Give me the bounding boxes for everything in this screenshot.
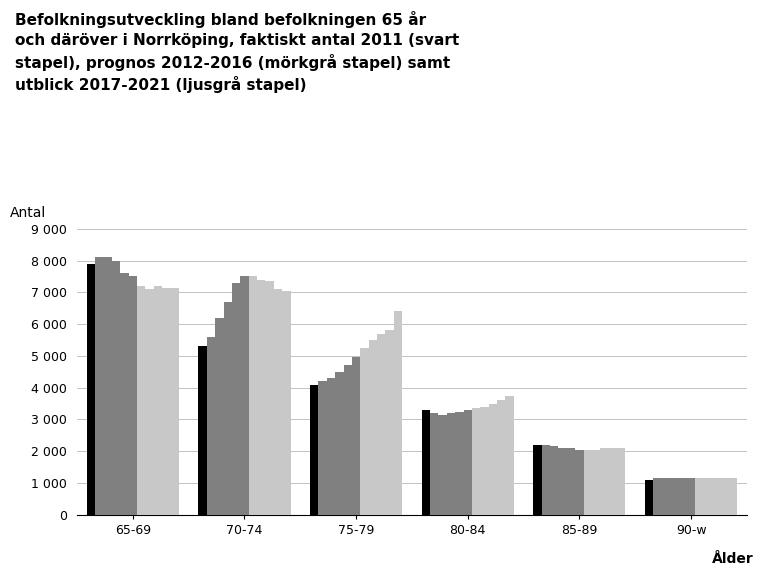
Bar [654, 478, 661, 515]
Bar [137, 286, 146, 515]
Bar [505, 396, 514, 515]
Bar [154, 286, 162, 515]
Text: Antal: Antal [10, 206, 46, 220]
Bar [249, 276, 257, 515]
Bar [464, 410, 472, 515]
Bar [592, 450, 601, 515]
Text: Befolkningsutveckling bland befolkningen 65 år
och däröver i Norrköping, faktisk: Befolkningsutveckling bland befolkningen… [15, 11, 460, 93]
Bar [393, 311, 402, 515]
Bar [678, 478, 687, 515]
Bar [335, 372, 343, 515]
Bar [282, 291, 290, 515]
Text: Ålder: Ålder [711, 552, 754, 566]
Bar [670, 478, 678, 515]
Bar [215, 318, 223, 515]
Bar [558, 448, 567, 515]
Bar [310, 384, 319, 515]
Bar [609, 448, 617, 515]
Bar [386, 331, 393, 515]
Bar [687, 478, 695, 515]
Bar [438, 415, 447, 515]
Bar [170, 288, 179, 515]
Bar [257, 280, 266, 515]
Bar [87, 264, 95, 515]
Bar [223, 302, 232, 515]
Bar [704, 478, 712, 515]
Bar [542, 445, 550, 515]
Bar [199, 347, 207, 515]
Bar [550, 447, 558, 515]
Bar [661, 478, 670, 515]
Bar [146, 289, 154, 515]
Bar [369, 340, 377, 515]
Bar [120, 273, 129, 515]
Bar [584, 450, 592, 515]
Bar [489, 404, 497, 515]
Bar [207, 337, 215, 515]
Bar [575, 450, 584, 515]
Bar [103, 257, 112, 515]
Bar [240, 276, 249, 515]
Bar [728, 478, 737, 515]
Bar [95, 257, 103, 515]
Bar [232, 283, 240, 515]
Bar [377, 333, 386, 515]
Bar [266, 281, 274, 515]
Bar [497, 400, 505, 515]
Bar [274, 289, 282, 515]
Bar [422, 410, 430, 515]
Bar [430, 413, 438, 515]
Bar [472, 408, 480, 515]
Bar [352, 358, 360, 515]
Bar [319, 382, 326, 515]
Bar [343, 366, 352, 515]
Bar [129, 276, 137, 515]
Bar [534, 445, 542, 515]
Bar [455, 411, 464, 515]
Bar [712, 478, 721, 515]
Bar [567, 448, 575, 515]
Bar [645, 480, 654, 515]
Bar [721, 478, 728, 515]
Bar [601, 448, 609, 515]
Bar [617, 448, 625, 515]
Bar [695, 478, 704, 515]
Bar [447, 413, 455, 515]
Bar [112, 261, 120, 515]
Bar [480, 407, 489, 515]
Bar [162, 288, 170, 515]
Bar [360, 348, 369, 515]
Bar [326, 378, 335, 515]
